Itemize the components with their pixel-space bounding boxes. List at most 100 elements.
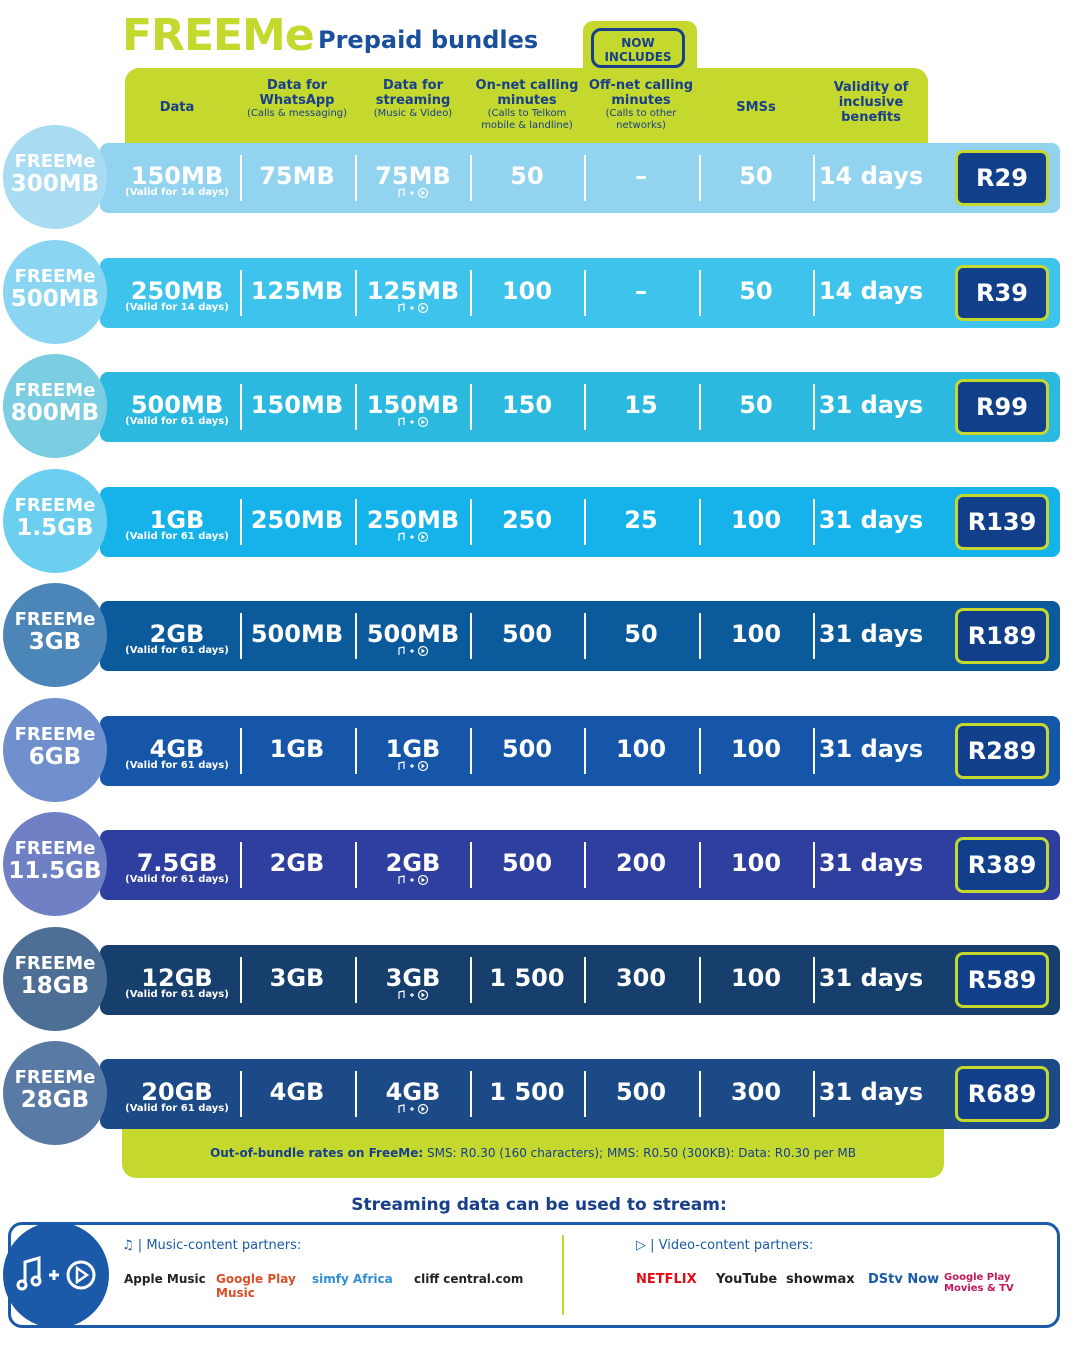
cell-value: 2GB [269, 849, 325, 877]
separator [813, 1071, 815, 1117]
row-band [100, 143, 1060, 213]
separator [240, 613, 242, 659]
footer-bar [122, 1122, 944, 1178]
cell: 100 [471, 277, 583, 305]
cell-value: 500MB [366, 620, 460, 648]
row-band [100, 830, 1060, 900]
cell-value: 150MB [250, 391, 344, 419]
cell: 250MB (Valid for 14 days) [121, 277, 233, 314]
row-band [100, 715, 1060, 786]
cell-value: 500 [615, 1078, 667, 1106]
cell: 50 [700, 277, 812, 305]
cell-value: 31 days [818, 620, 924, 648]
plan-circle: FREEMe 28GB [3, 1041, 107, 1145]
divider [562, 1235, 564, 1315]
cell-value: 14 days [818, 276, 924, 305]
plan-circle: FREEMe 18GB [3, 926, 107, 1031]
separator [699, 956, 701, 1003]
stream-icon [357, 1103, 469, 1119]
video-partner: YouTube [716, 1272, 778, 1287]
cell: – [585, 277, 697, 305]
cell-value: 20GB [141, 1078, 213, 1106]
circle-brand: FREEMe [14, 265, 96, 287]
cell: 250MB [241, 506, 353, 534]
cell-value: 1 500 [489, 963, 565, 992]
cell: 500 [471, 620, 583, 648]
cell-value: 100 [615, 734, 667, 763]
cell-value: 500MB [250, 620, 344, 648]
row-band [100, 944, 1060, 1015]
plan-name: 1.5GB [16, 514, 94, 541]
column-title: Data for streaming [375, 78, 451, 108]
cell-value: 250 [501, 505, 553, 534]
cell: 31 days [815, 1078, 927, 1106]
separator [813, 155, 815, 201]
price: R139 [955, 493, 1049, 550]
brand: FREEMe [122, 10, 315, 61]
plan-name: 800MB [10, 400, 100, 426]
cell-value: 125MB [250, 276, 344, 305]
cell: 3GB [241, 964, 353, 992]
separator [355, 727, 357, 774]
separator [470, 498, 472, 545]
cell-value: 100 [730, 963, 782, 992]
cell: 150MB (Valid for 14 days) [121, 162, 233, 199]
separator [699, 727, 701, 774]
cell: 31 days [815, 849, 927, 877]
column-note: (Calls to Telkom mobile & landline) [481, 108, 573, 131]
circle-brand: FREEMe [14, 151, 96, 172]
circle-brand: FREEMe [14, 952, 96, 974]
cell: 100 [700, 506, 812, 534]
cell: 500 [585, 1078, 697, 1106]
stream-glyph [398, 531, 429, 542]
column-header: Off-net calling minutes (Calls to other n… [585, 78, 697, 132]
separator [240, 384, 242, 430]
separator [699, 842, 701, 888]
cell-value: 250MB [130, 276, 224, 305]
cell-value: 50 [739, 162, 773, 190]
music-label-text: Music-content partners: [146, 1238, 302, 1253]
cell: 14 days [815, 162, 927, 190]
cell-value: 1GB [269, 734, 325, 763]
column-note: (Calls to other networks) [605, 108, 677, 131]
separator [699, 498, 701, 545]
separator [240, 269, 242, 316]
cell: 50 [585, 620, 697, 648]
data-note: (Valid for 61 days) [125, 988, 229, 1000]
cell-value: 100 [501, 276, 553, 305]
cell-value: 500 [501, 734, 553, 763]
data-note: (Valid for 14 days) [125, 187, 229, 198]
row-band [100, 486, 1060, 557]
cell: 4GB [241, 1078, 353, 1106]
cell: 1GB [357, 735, 469, 776]
cell-value: 3GB [269, 963, 325, 992]
column-header: Data for WhatsApp (Calls & messaging) [241, 78, 353, 120]
cell-value: – [635, 162, 647, 190]
column-title: Off-net calling minutes [588, 78, 694, 108]
price: R39 [955, 264, 1049, 321]
cell: 15 [585, 391, 697, 419]
separator [470, 1071, 472, 1117]
separator [699, 1071, 701, 1117]
cell: 125MB [241, 277, 353, 305]
cell-value: 1GB [149, 505, 205, 534]
music-partner: Apple Music [124, 1272, 206, 1286]
cell: 200 [585, 849, 697, 877]
cell: 7.5GB (Valid for 61 days) [121, 849, 233, 886]
separator [813, 613, 815, 659]
separator [584, 498, 586, 545]
separator [584, 727, 586, 774]
column-note: (Music & Video) [373, 108, 453, 119]
cell-value: 500 [501, 849, 553, 877]
stream-icon [357, 760, 469, 776]
cell-value: 14 days [818, 162, 924, 190]
separator [699, 613, 701, 659]
cell-value: 31 days [818, 849, 924, 877]
column-header: Data for streaming (Music & Video) [357, 78, 469, 120]
column-header: Validity of inclusive benefits [815, 80, 927, 125]
separator [699, 155, 701, 201]
cell-value: 75MB [375, 162, 451, 190]
cell: 50 [700, 162, 812, 190]
separator [355, 842, 357, 888]
